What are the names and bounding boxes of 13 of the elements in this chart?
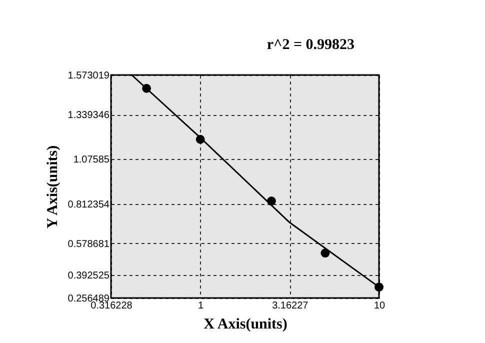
x-tick-label: 10	[374, 300, 386, 312]
x-tick-label: 3.16227	[272, 300, 309, 312]
y-axis-title: Y Axis(units)	[44, 145, 61, 229]
y-tick-label: 0.812354	[68, 199, 110, 210]
x-tick-label: 1	[198, 300, 204, 312]
y-tick-label: 0.392525	[68, 270, 110, 282]
chart-title: r^2 = 0.99823	[266, 37, 355, 53]
y-tick-label: 1.07585	[73, 154, 110, 166]
x-axis-title: X Axis(units)	[204, 316, 288, 332]
y-tick-label: 1.339346	[68, 110, 110, 122]
y-tick-label: 1.573019	[68, 70, 110, 82]
y-tick-label: 0.578681	[68, 238, 110, 250]
x-tick-label: 0.316228	[90, 300, 133, 312]
